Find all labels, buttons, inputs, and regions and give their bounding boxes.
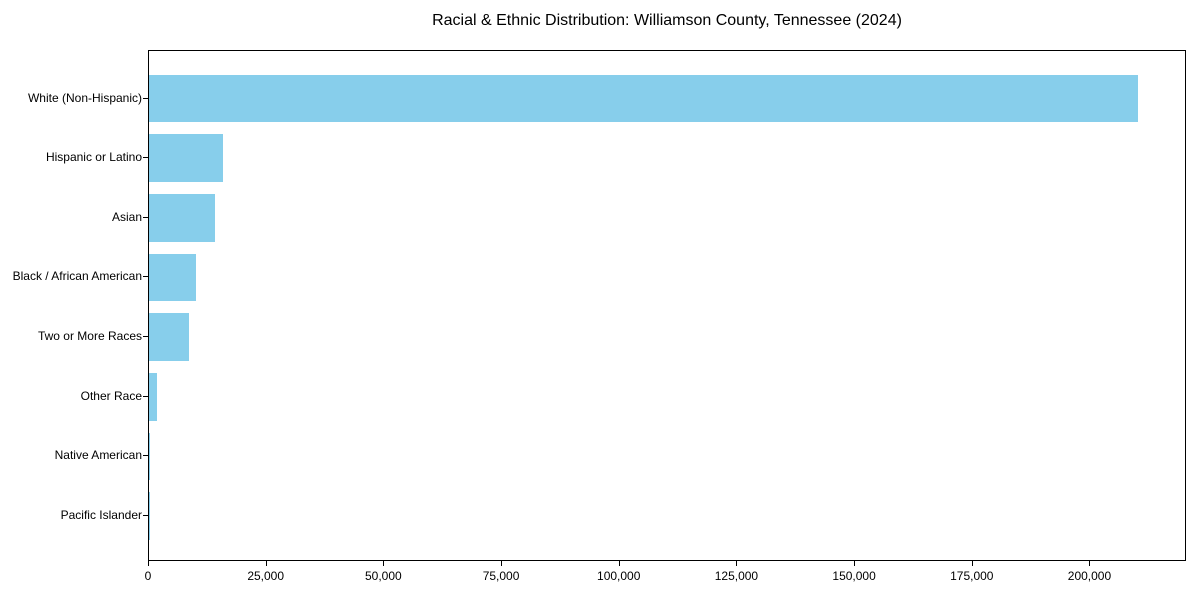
y-tick-mark [143,97,148,99]
x-tick-label: 0 [144,569,152,583]
y-tick-label: Black / African American [12,269,142,284]
x-tick-label: 125,000 [714,569,759,583]
bar [149,313,189,361]
x-tick-mark [618,561,620,566]
y-tick-label: White (Non-Hispanic) [27,90,142,105]
bar [149,134,224,183]
x-tick-mark [501,561,503,566]
x-tick-mark [383,561,385,566]
x-tick-label: 150,000 [832,569,876,583]
y-tick-mark [143,395,148,397]
x-tick-mark [148,561,149,566]
y-tick-mark [143,336,148,338]
y-tick-label: Native American [54,448,142,463]
x-tick-label: 75,000 [482,569,520,583]
bar [149,74,1138,123]
y-tick-label: Other Race [80,388,142,403]
y-tick-label: Hispanic or Latino [45,150,142,165]
bar [149,372,157,421]
x-tick-label: 200,000 [1067,569,1112,583]
chart-title: Racial & Ethnic Distribution: Williamson… [432,12,902,29]
x-tick-mark [265,561,267,566]
x-tick-label: 25,000 [247,569,285,583]
y-tick-mark [143,276,148,278]
y-tick-label: Two or More Races [37,329,142,344]
x-tick-mark [1089,561,1091,566]
x-tick-label: 175,000 [950,569,994,583]
y-tick-mark [143,515,148,516]
y-tick-mark [143,216,148,218]
y-tick-label: Pacific Islander [60,508,142,522]
x-tick-mark [736,561,738,566]
bar [149,253,197,302]
x-tick-label: 100,000 [597,569,641,583]
plot-area [148,50,1186,561]
x-tick-mark [854,561,856,566]
x-tick-mark [971,561,973,566]
y-tick-mark [143,455,148,457]
y-tick-label: Asian [111,209,142,224]
y-tick-mark [143,157,148,159]
bar [149,194,215,242]
x-tick-label: 50,000 [365,569,402,583]
